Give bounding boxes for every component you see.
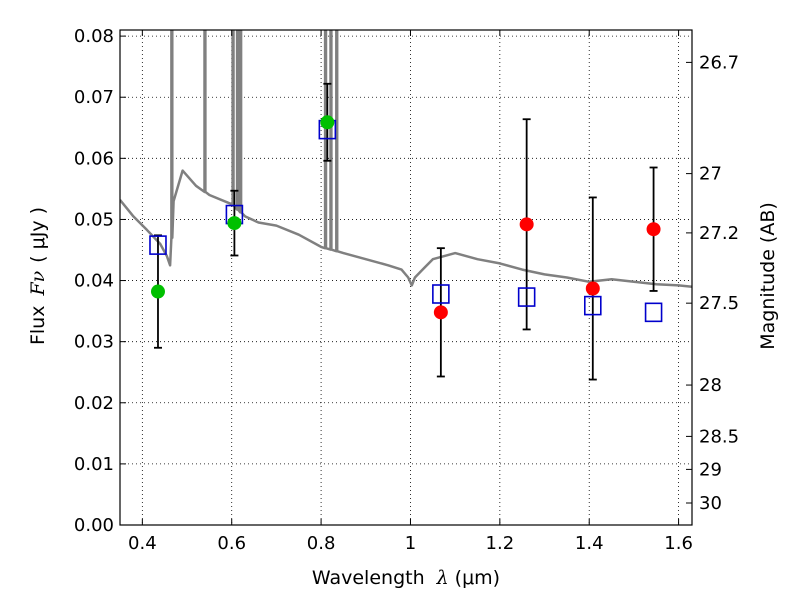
y2-tick-label: 30	[699, 493, 722, 514]
optical-data-point	[227, 216, 242, 231]
nir-data-point	[519, 217, 534, 232]
model-flux-square	[517, 287, 536, 307]
y2-tick-label: 27.2	[699, 223, 739, 244]
nir-data-point	[585, 281, 600, 296]
x-axis-title-main: Wavelength	[312, 567, 425, 589]
model-flux-square	[583, 295, 602, 316]
y-tick-label: 0.03	[74, 332, 114, 353]
model-flux-square	[432, 284, 450, 304]
optical-data-point	[150, 284, 165, 299]
model-flux-square	[149, 235, 167, 255]
y2-tick-label: 28.5	[699, 426, 739, 447]
y-axis-title-symbol: Fν	[27, 270, 49, 296]
optical-data-point	[320, 115, 335, 130]
x-axis-title-symbol: λ	[436, 567, 449, 589]
model-flux-square	[644, 302, 663, 323]
nir-data-point	[646, 222, 661, 237]
y2-tick-label: 29	[699, 459, 722, 480]
y-tick-label: 0.00	[74, 515, 114, 536]
y-tick-label: 0.04	[74, 271, 114, 292]
x-tick-label: 1.6	[664, 533, 693, 554]
y2-tick-label: 28	[699, 375, 722, 396]
x-tick-label: 1.4	[575, 533, 604, 554]
y-tick-label: 0.05	[74, 209, 114, 230]
y2-tick-label: 26.7	[699, 52, 739, 73]
x-tick-label: 0.8	[307, 533, 336, 554]
plot-area	[120, 30, 692, 381]
y-tick-label: 0.02	[74, 393, 114, 414]
x-axis-title-unit: (μm)	[455, 567, 500, 589]
x-tick-label: 1.2	[486, 533, 515, 554]
y-tick-label: 0.08	[74, 26, 114, 47]
y-tick-label: 0.06	[74, 148, 114, 169]
x-tick-label: 1	[405, 533, 416, 554]
axis-ticks: 0.4 0.6 0.8 1 1.2 1.4 1.6 0.00 0.01 0.02 0.03 0.04 0…	[74, 26, 739, 554]
y-axis-title-unit: ( μJy )	[27, 207, 49, 263]
x-tick-label: 0.6	[217, 533, 246, 554]
y2-tick-label: 27.5	[699, 293, 739, 314]
nir-data-point	[433, 305, 448, 320]
y-axis-title-main: Flux	[27, 306, 49, 346]
y-axis-title: Flux Fν ( μJy )	[27, 207, 49, 345]
y2-axis-title: Magnitude (AB)	[757, 202, 779, 350]
plot-frame	[119, 29, 693, 526]
y-tick-label: 0.07	[74, 87, 114, 108]
y-tick-label: 0.01	[74, 454, 114, 475]
y2-tick-label: 27	[699, 164, 722, 185]
model-sed-line	[120, 30, 692, 288]
x-tick-label: 0.4	[128, 533, 157, 554]
x-axis-title: Wavelength λ (μm)	[312, 567, 500, 589]
